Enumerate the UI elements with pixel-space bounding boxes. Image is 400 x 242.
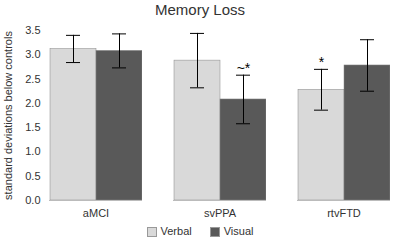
svg-text:aMCI: aMCI [83, 207, 109, 219]
svg-text:2.5: 2.5 [25, 73, 40, 85]
svg-text:0.0: 0.0 [25, 194, 40, 206]
svg-text:1.5: 1.5 [25, 121, 40, 133]
svg-text:0.5: 0.5 [25, 170, 40, 182]
svg-text:1.0: 1.0 [25, 145, 40, 157]
html-text:Visual: Visual [223, 225, 254, 237]
svg-text:rtvFTD: rtvFTD [327, 207, 361, 219]
html-text:Verbal: Verbal [160, 225, 192, 237]
svg-text:3.5: 3.5 [25, 24, 40, 36]
svg-text:2.0: 2.0 [25, 97, 40, 109]
svg-text:standard deviations below cont: standard deviations below controls [2, 31, 14, 200]
svg-text:~*: ~* [237, 60, 251, 76]
svg-text:3.0: 3.0 [25, 48, 40, 60]
svg-text:*: * [319, 54, 325, 70]
html-text:Memory Loss: Memory Loss [155, 1, 245, 18]
svg-text:svPPA: svPPA [204, 207, 237, 219]
